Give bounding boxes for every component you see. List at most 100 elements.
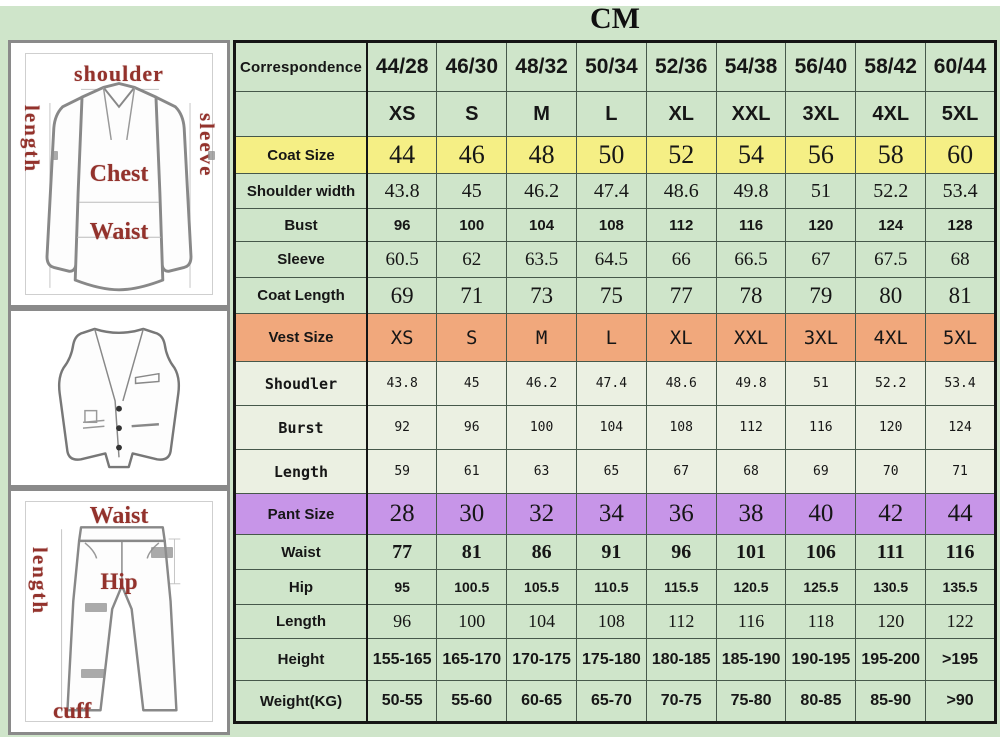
cell: 111 [855, 534, 927, 570]
cell: 81 [925, 277, 996, 314]
cell: 47.4 [575, 361, 647, 406]
cell: 120 [785, 208, 857, 242]
pants-diagram: Waist length Hip cuff [8, 488, 230, 735]
cell: 61 [436, 449, 508, 494]
cell: 55-60 [436, 680, 508, 723]
row-label: Sleeve [234, 241, 368, 278]
cell: 50 [575, 136, 647, 174]
row-label: Length [234, 604, 368, 639]
cell: M [506, 91, 577, 137]
row-bust: Bust 96 100 104 108 112 116 120 124 128 [234, 208, 996, 242]
cell: 48/32 [506, 41, 577, 92]
cell: 3XL [785, 91, 857, 137]
annotation-mark [208, 151, 215, 160]
cell: 116 [715, 208, 787, 242]
cell: 42 [855, 493, 927, 535]
cell: XL [645, 313, 717, 362]
cell: 53.4 [925, 361, 996, 406]
cell: 46 [436, 136, 508, 174]
row-label: Coat Size [234, 136, 368, 174]
cell: 5XL [925, 313, 996, 362]
cell: 165-170 [436, 638, 508, 681]
row-label: Shoudler [234, 361, 368, 406]
cell: 49.8 [715, 361, 787, 406]
row-weight-kg-: Weight(KG) 50-55 55-60 60-65 65-70 70-75 75-80… [234, 680, 996, 723]
row-label: Hip [234, 569, 368, 605]
cell: 116 [715, 604, 787, 639]
cell: 73 [506, 277, 577, 314]
cell: 44 [925, 493, 996, 535]
cell: XS [366, 91, 438, 137]
cell: 120.5 [715, 569, 787, 605]
vest-drawing-image [57, 327, 181, 469]
cell: 62 [436, 241, 508, 278]
cell: 85-90 [855, 680, 927, 723]
cell: 67 [785, 241, 857, 278]
cell: 56 [785, 136, 857, 174]
size-chart-table: Correspondence 44/28 46/30 48/32 50/34 52/36 5… [233, 40, 997, 724]
pants-frame [25, 501, 213, 722]
cell: 28 [366, 493, 438, 535]
cell: 190-195 [785, 638, 857, 681]
cell: XXL [715, 91, 787, 137]
cell: 5XL [925, 91, 996, 137]
cell: 30 [436, 493, 508, 535]
cell: 125.5 [785, 569, 857, 605]
cell: 44 [366, 136, 438, 174]
cell: 47.4 [575, 173, 647, 209]
cell: 32 [506, 493, 577, 535]
cell: 66.5 [715, 241, 787, 278]
row-vest-size: Vest Size XS S M L XL XXL 3XL 4XL 5XL [234, 313, 996, 362]
cell: 53.4 [925, 173, 996, 209]
cell: 63 [506, 449, 577, 494]
cell: S [436, 313, 508, 362]
cell: 130.5 [855, 569, 927, 605]
cell: 77 [366, 534, 438, 570]
cell: 170-175 [506, 638, 577, 681]
cell: 112 [645, 604, 717, 639]
row-label: Bust [234, 208, 368, 242]
row-correspondence: Correspondence 44/28 46/30 48/32 50/34 52/36 5… [234, 41, 996, 92]
row-label: Correspondence [234, 41, 368, 92]
annotation-mark [85, 603, 107, 612]
cell: 4XL [855, 313, 927, 362]
cell: 112 [715, 405, 787, 450]
cell: XS [366, 313, 438, 362]
cell: 185-190 [715, 638, 787, 681]
cell: S [436, 91, 508, 137]
page-title: CM [590, 2, 640, 35]
cell: 96 [366, 604, 438, 639]
cell: 58 [855, 136, 927, 174]
cell: 124 [925, 405, 996, 450]
row-coat-length: Coat Length 69 71 73 75 77 78 79 80 81 [234, 277, 996, 314]
cell: 81 [436, 534, 508, 570]
cell: 108 [575, 604, 647, 639]
cell: 100 [436, 208, 508, 242]
cell: 46.2 [506, 361, 577, 406]
annotation-mark [151, 547, 173, 558]
cell: 56/40 [785, 41, 857, 92]
cell: 118 [785, 604, 857, 639]
cell: 175-180 [575, 638, 647, 681]
cell: 100.5 [436, 569, 508, 605]
cell: 96 [366, 208, 438, 242]
cell: 75-80 [715, 680, 787, 723]
cell: XXL [715, 313, 787, 362]
cell: 116 [925, 534, 996, 570]
jacket-shoulder-label: shoulder [74, 61, 164, 86]
row-shoudler: Shoudler 43.8 45 46.2 47.4 48.6 49.8 51 52.2 53.4 [234, 361, 996, 406]
cell: 4XL [855, 91, 927, 137]
pants-cuff-label: cuff [53, 698, 92, 723]
pants-hip-label: Hip [100, 569, 138, 594]
cell: 66 [645, 241, 717, 278]
pants-length-label: length [28, 547, 52, 616]
cell: 51 [785, 361, 857, 406]
pants-waist-label: Waist [89, 503, 149, 529]
cell: 128 [925, 208, 996, 242]
cell: 92 [366, 405, 438, 450]
cell: 48 [506, 136, 577, 174]
cell: L [575, 313, 647, 362]
row-height: Height 155-165 165-170 170-175 175-180 180-18… [234, 638, 996, 681]
cell: 36 [645, 493, 717, 535]
cell: 104 [575, 405, 647, 450]
